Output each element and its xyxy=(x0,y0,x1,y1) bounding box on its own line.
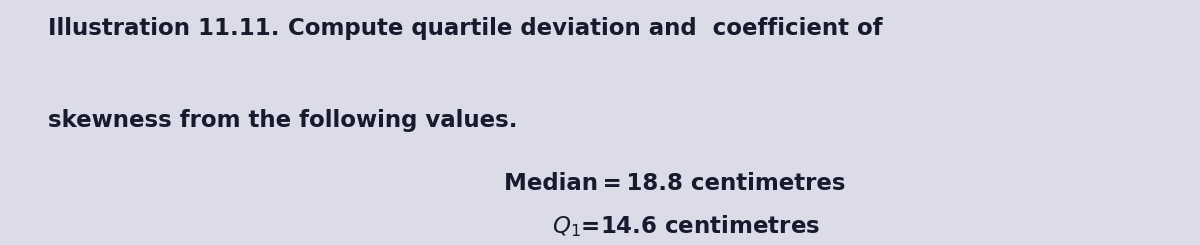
Text: $\mathit{Q}_1$=14.6 centimetres: $\mathit{Q}_1$=14.6 centimetres xyxy=(552,213,820,239)
Text: Compute quartile deviation and  coefficient of: Compute quartile deviation and coefficie… xyxy=(280,17,882,40)
Text: Illustration 11.11.: Illustration 11.11. xyxy=(48,17,280,40)
Text: skewness from the following values.: skewness from the following values. xyxy=(48,109,517,132)
Text: Median = 18.8 centimetres: Median = 18.8 centimetres xyxy=(504,172,846,195)
